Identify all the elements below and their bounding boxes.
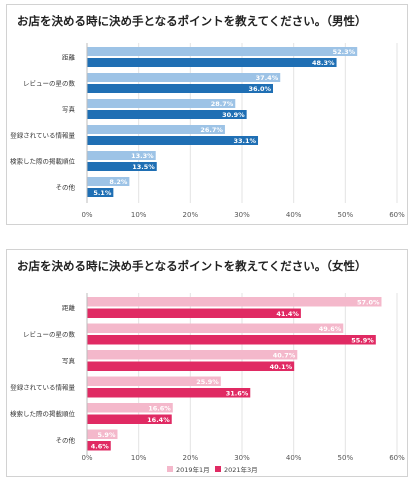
data-label: 48.3%: [312, 59, 335, 67]
category-label: 距離: [62, 53, 76, 62]
bar: [87, 376, 221, 386]
bar: [87, 136, 259, 145]
data-label: 26.7%: [200, 126, 223, 134]
chart-panel-men: お店を決める時に決め手となるポイントを教えてください。（男性） 0% 10% 20%…: [6, 4, 408, 225]
legend-swatch: [215, 466, 221, 472]
category-label: 写真: [62, 356, 76, 365]
x-tick-label: 50%: [338, 211, 354, 219]
category-label: 登録されている情報量: [10, 383, 75, 392]
bar: [87, 58, 337, 67]
x-tick-label: 0%: [81, 211, 92, 219]
bar: [87, 308, 301, 318]
x-tick-label: 40%: [286, 454, 302, 462]
data-label: 16.6%: [148, 405, 171, 413]
data-label: 49.6%: [319, 325, 342, 333]
x-tick-label: 0%: [81, 454, 92, 462]
x-tick-label: 30%: [234, 454, 250, 462]
x-tick-label: 10%: [131, 454, 147, 462]
data-label: 25.9%: [196, 378, 219, 386]
data-label: 55.9%: [351, 337, 374, 345]
x-tick-label: 40%: [286, 211, 302, 219]
category-label: 写真: [62, 105, 76, 114]
bar: [87, 177, 130, 186]
legend-label: 2021年3月: [224, 465, 258, 474]
data-label: 8.2%: [109, 178, 128, 186]
category-label: 検索した際の掲載順位: [10, 157, 76, 166]
bar: [87, 388, 251, 398]
chart-panel-women: お店を決める時に決め手となるポイントを教えてください。（女性） 0% 10% 20%…: [6, 249, 408, 477]
x-tick-label: 20%: [183, 211, 199, 219]
bar: [87, 350, 298, 360]
category-label: その他: [56, 183, 76, 192]
data-label: 36.0%: [248, 85, 271, 93]
bar: [87, 361, 295, 371]
data-label: 41.4%: [276, 310, 299, 318]
bar: [87, 125, 225, 134]
data-label: 33.1%: [233, 137, 256, 145]
bar: [87, 151, 156, 160]
bar: [87, 414, 172, 424]
legend-swatch: [167, 466, 173, 472]
x-tick-label: 20%: [183, 454, 199, 462]
category-label: 登録されている情報量: [10, 131, 75, 140]
bar: [87, 403, 173, 413]
legend-label: 2019年1月: [176, 465, 210, 474]
data-label: 5.9%: [97, 431, 116, 439]
bar: [87, 297, 382, 307]
category-label: その他: [56, 436, 76, 445]
data-label: 16.4%: [147, 416, 170, 424]
x-tick-label: 50%: [338, 454, 354, 462]
data-label: 31.6%: [226, 390, 249, 398]
bar: [87, 99, 236, 108]
bar: [87, 162, 157, 171]
chart-title: お店を決める時に決め手となるポイントを教えてください。（男性）: [17, 14, 367, 28]
data-label: 30.9%: [222, 111, 245, 119]
data-label: 52.3%: [333, 48, 356, 56]
data-label: 28.7%: [211, 100, 234, 108]
data-label: 57.0%: [357, 299, 380, 307]
bar: [87, 335, 376, 345]
x-tick-label: 60%: [389, 454, 405, 462]
data-label: 40.1%: [270, 363, 293, 371]
category-label: レビューの星の数: [23, 330, 76, 339]
bar: [87, 47, 358, 56]
data-label: 13.5%: [132, 163, 155, 171]
x-tick-label: 60%: [389, 211, 405, 219]
bar: [87, 84, 273, 93]
bar: [87, 441, 111, 451]
data-label: 40.7%: [273, 352, 296, 360]
bar: [87, 110, 247, 119]
bar: [87, 323, 344, 333]
category-label: 検索した際の掲載順位: [10, 409, 76, 418]
category-label: 距離: [62, 303, 76, 312]
bar: [87, 429, 118, 439]
data-label: 5.1%: [93, 189, 112, 197]
bar: [87, 188, 114, 197]
category-label: レビューの星の数: [23, 79, 76, 88]
x-tick-label: 30%: [234, 211, 250, 219]
bar-chart-men: 0% 10% 20% 30% 40% 50% 60% 距離 52.3% 48.3% レビューの星の数…: [10, 43, 405, 219]
data-label: 13.3%: [131, 152, 154, 160]
data-label: 37.4%: [256, 74, 279, 82]
x-tick-label: 10%: [131, 211, 147, 219]
bar-chart-women: 0% 10% 20% 30% 40% 50% 60% 距離 57.0% 41.4% レビューの星の数…: [10, 293, 405, 474]
chart-title: お店を決める時に決め手となるポイントを教えてください。（女性）: [17, 259, 367, 273]
bar: [87, 73, 281, 82]
data-label: 4.6%: [91, 443, 110, 451]
